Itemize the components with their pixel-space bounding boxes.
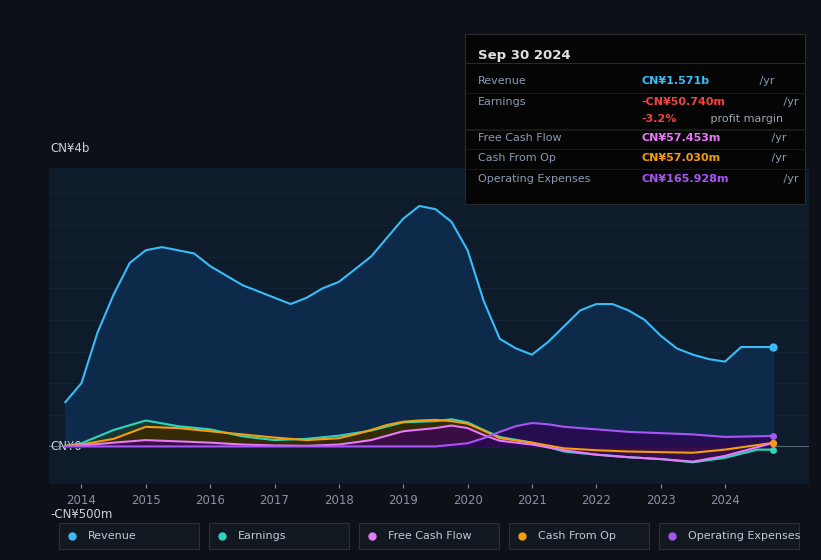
- Text: /yr: /yr: [768, 153, 787, 164]
- FancyBboxPatch shape: [509, 523, 649, 549]
- Text: CN¥57.453m: CN¥57.453m: [642, 133, 721, 143]
- Text: CN¥0: CN¥0: [51, 440, 83, 453]
- FancyBboxPatch shape: [59, 523, 200, 549]
- Text: Earnings: Earnings: [479, 97, 527, 107]
- FancyBboxPatch shape: [359, 523, 499, 549]
- Text: -CN¥500m: -CN¥500m: [51, 508, 113, 521]
- Text: Free Cash Flow: Free Cash Flow: [479, 133, 562, 143]
- Text: Sep 30 2024: Sep 30 2024: [479, 49, 571, 62]
- Text: CN¥1.571b: CN¥1.571b: [642, 76, 710, 86]
- Text: Operating Expenses: Operating Expenses: [687, 531, 800, 541]
- FancyBboxPatch shape: [209, 523, 349, 549]
- Text: /yr: /yr: [768, 133, 787, 143]
- Text: Free Cash Flow: Free Cash Flow: [388, 531, 471, 541]
- Text: Revenue: Revenue: [479, 76, 527, 86]
- Text: Cash From Op: Cash From Op: [479, 153, 556, 164]
- Text: profit margin: profit margin: [707, 114, 782, 124]
- Text: /yr: /yr: [755, 76, 774, 86]
- Text: -CN¥50.740m: -CN¥50.740m: [642, 97, 726, 107]
- Text: Earnings: Earnings: [237, 531, 286, 541]
- FancyBboxPatch shape: [658, 523, 799, 549]
- Text: Cash From Op: Cash From Op: [538, 531, 616, 541]
- Text: CN¥4b: CN¥4b: [51, 142, 90, 155]
- Text: CN¥57.030m: CN¥57.030m: [642, 153, 721, 164]
- Text: -3.2%: -3.2%: [642, 114, 677, 124]
- Text: /yr: /yr: [780, 97, 799, 107]
- Text: /yr: /yr: [780, 174, 799, 184]
- Text: Operating Expenses: Operating Expenses: [479, 174, 590, 184]
- Text: Revenue: Revenue: [88, 531, 136, 541]
- Text: CN¥165.928m: CN¥165.928m: [642, 174, 729, 184]
